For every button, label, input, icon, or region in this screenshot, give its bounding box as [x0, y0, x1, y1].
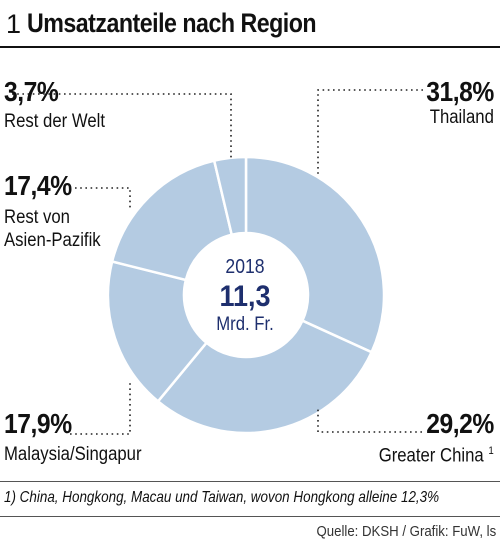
label-name-malaysia-singapur: Malaysia/Singapur: [4, 444, 142, 465]
chart-header: 1 Umsatzanteile nach Region: [0, 0, 500, 48]
leader-malaysia-singapur: [70, 382, 131, 435]
header-rule: [0, 46, 500, 48]
slice-thailand: [244, 155, 386, 354]
label-name-thailand: Thailand: [429, 107, 494, 128]
footnote-rule-bottom: [0, 516, 500, 517]
source-credit: Quelle: DKSH / Grafik: FuW, ls: [316, 523, 496, 540]
label-pct-rest-asien-pazifik: 17,4%: [4, 170, 72, 201]
label-name-greater-china: Greater China 1: [379, 440, 494, 467]
footnote-rule-top: [0, 481, 500, 482]
label-name-rest-asien-pazifik-2: Asien-Pazifik: [4, 230, 101, 251]
label-pct-rest-der-welt: 3,7%: [4, 76, 59, 107]
leader-lines: [12, 89, 423, 435]
label-pct-thailand: 31,8%: [426, 76, 494, 107]
footnote: 1) China, Hongkong, Macau und Taiwan, wo…: [4, 489, 440, 506]
leader-rest-der-welt: [12, 93, 232, 158]
figure-number: 1: [6, 9, 22, 39]
donut-hole: [184, 233, 308, 357]
leader-thailand: [317, 89, 423, 176]
leader-rest-asien-pazifik: [75, 187, 131, 210]
center-value: 11,3: [219, 280, 271, 313]
label-pct-greater-china: 29,2%: [426, 408, 494, 439]
leader-greater-china: [317, 406, 422, 433]
donut-chart: [12, 89, 423, 435]
footnote-mark: 1: [488, 445, 494, 457]
label-name-rest-asien-pazifik-1: Rest von: [4, 207, 70, 228]
greater-china-text: Greater China: [378, 445, 484, 467]
center-unit: Mrd. Fr.: [216, 314, 274, 335]
label-name-rest-der-welt: Rest der Welt: [4, 111, 105, 132]
center-year: 2018: [225, 256, 265, 278]
chart-title: Umsatzanteile nach Region: [27, 8, 317, 38]
label-pct-malaysia-singapur: 17,9%: [4, 408, 72, 439]
